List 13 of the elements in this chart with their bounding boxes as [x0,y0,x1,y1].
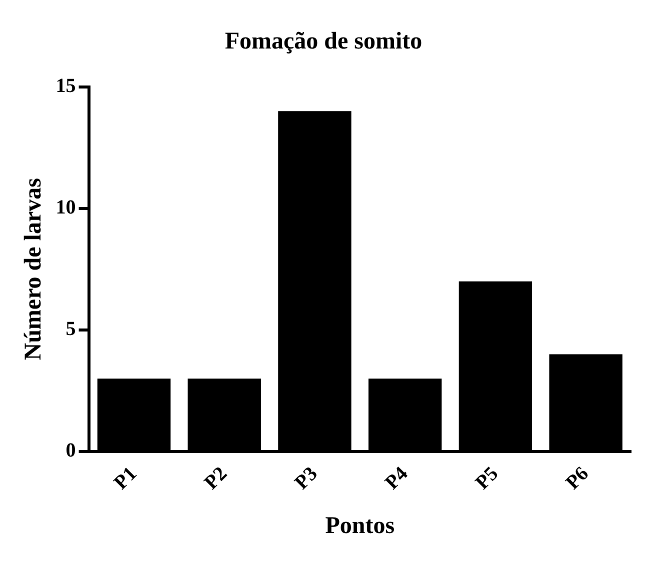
x-tick-label: P6 [562,462,594,494]
x-tick-label: P1 [110,462,142,494]
chart-title: Fomação de somito [224,28,422,55]
x-axis-title: Pontos [325,512,395,539]
y-tick-label: 5 [66,318,76,340]
x-tick-label: P4 [381,462,412,494]
y-axis-title: Número de larvas [20,178,47,360]
y-tick-label: 0 [66,440,76,462]
y-tick-label: 15 [56,74,76,97]
x-tick-label: P2 [200,462,232,494]
x-tick-label: P5 [471,462,503,494]
y-tick-label: 10 [56,196,76,219]
x-tick-label: P3 [290,462,322,494]
